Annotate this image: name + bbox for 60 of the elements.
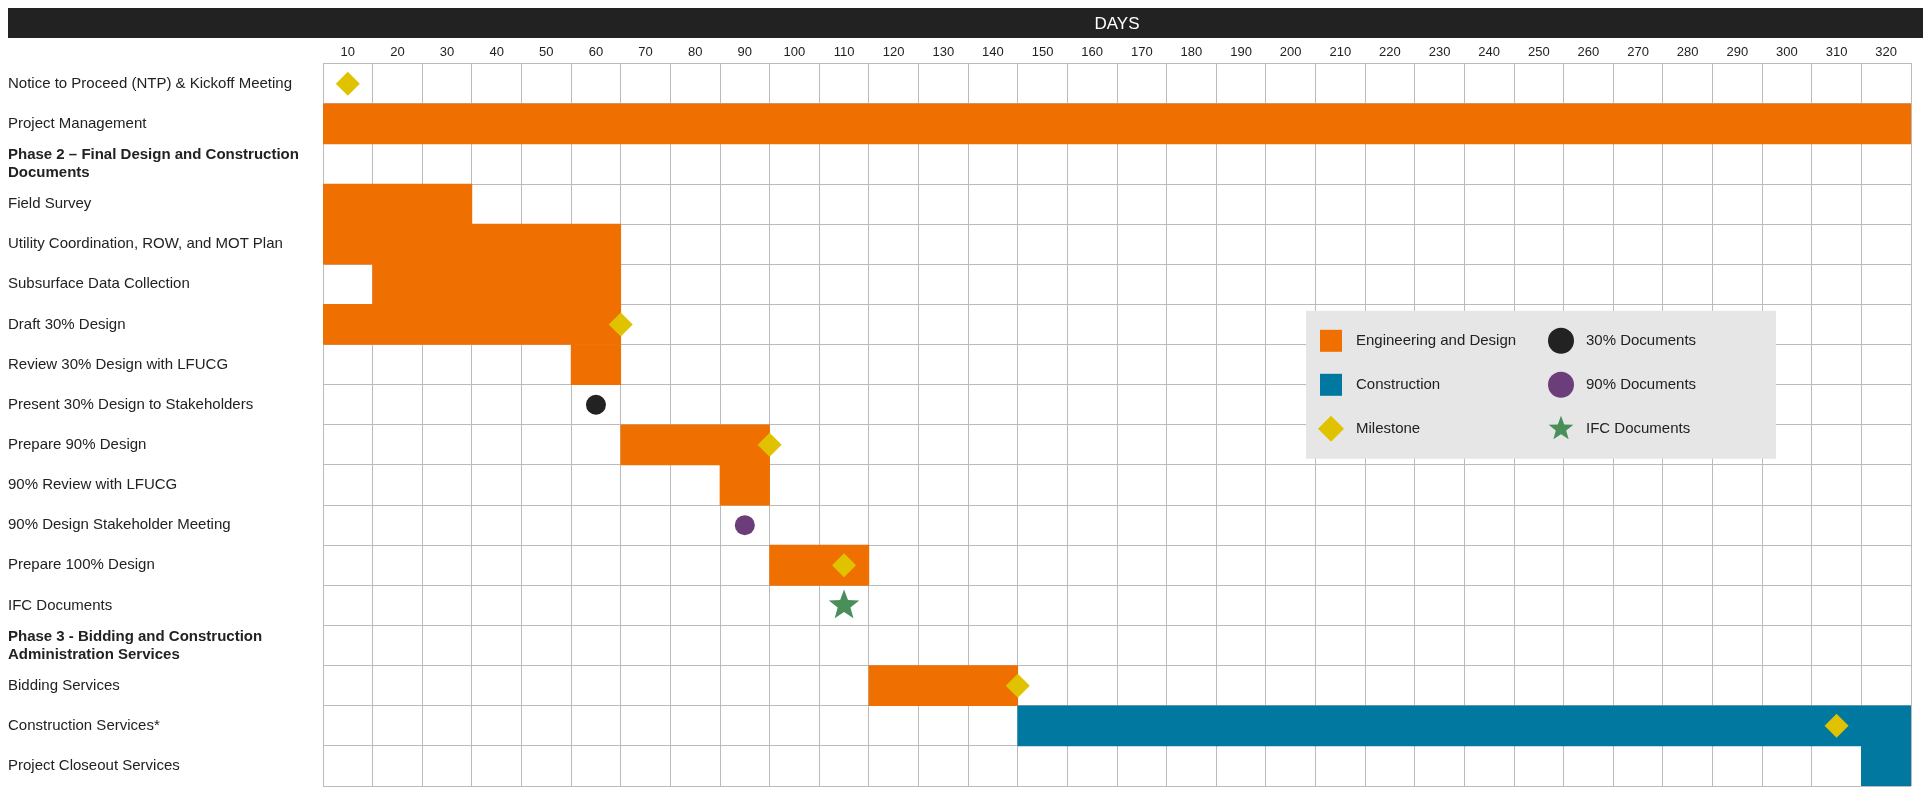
x-tick-label: 20 xyxy=(390,44,405,60)
x-tick-label: 210 xyxy=(1329,44,1352,60)
y-tick-label: IFC Documents xyxy=(8,595,113,613)
x-tick-label: 320 xyxy=(1875,44,1898,60)
legend-label: 90% Documents xyxy=(1586,374,1697,392)
x-tick-label: 250 xyxy=(1527,44,1550,60)
x-tick-label: 100 xyxy=(783,44,806,60)
x-tick-label: 70 xyxy=(638,44,653,60)
x-tick-label: 80 xyxy=(687,44,703,60)
x-tick-label: 140 xyxy=(982,44,1004,60)
x-tick-label: 190 xyxy=(1230,44,1252,60)
x-tick-label: 290 xyxy=(1726,44,1749,60)
y-tick-label: Review 30% Design with LFUCG xyxy=(8,354,229,372)
y-tick-label: Phase 2 – Final Design and Construction Documents xyxy=(8,145,299,181)
x-tick-label: 50 xyxy=(539,44,554,60)
x-tick-label: 110 xyxy=(833,44,855,60)
legend-label: Milestone xyxy=(1356,418,1421,436)
y-tick-label: Utility Coordination, ROW, and MOT Plan xyxy=(8,234,283,252)
y-tick-label: Present 30% Design to Stakeholders xyxy=(8,394,254,412)
x-tick-label: 230 xyxy=(1428,44,1451,60)
x-tick-label: 260 xyxy=(1577,44,1600,60)
y-tick-label: Prepare 90% Design xyxy=(8,435,147,453)
x-tick-label: 220 xyxy=(1379,44,1401,60)
x-tick-label: 280 xyxy=(1676,44,1699,60)
y-tick-label: 90% Review with LFUCG xyxy=(8,475,178,493)
y-tick-label: Draft 30% Design xyxy=(8,314,126,332)
y-tick-label: Bidding Services xyxy=(8,675,120,693)
x-tick-label: 300 xyxy=(1776,44,1798,60)
x-tick-label: 10 xyxy=(340,44,356,60)
y-tick-label: Subsurface Data Collection xyxy=(8,274,190,292)
x-tick-label: 170 xyxy=(1130,44,1153,60)
x-tick-label: 90 xyxy=(737,44,753,60)
y-tick-label: Project Management xyxy=(8,113,148,131)
y-tick-label: Construction Services* xyxy=(8,715,160,733)
y-tick-label: 90% Design Stakeholder Meeting xyxy=(8,515,231,533)
legend-label: 30% Documents xyxy=(1586,330,1697,348)
x-tick-label: 270 xyxy=(1627,44,1649,60)
bar xyxy=(868,665,1019,707)
x-tick-label: 160 xyxy=(1081,44,1104,60)
x-tick-label: 40 xyxy=(489,44,504,60)
x-axis-title: DAYS xyxy=(1094,13,1140,33)
bar xyxy=(323,103,1911,145)
y-tick-label: Notice to Proceed (NTP) & Kickoff Meeting xyxy=(8,73,293,91)
legend-label: Engineering and Design xyxy=(1356,330,1517,348)
x-tick-label: 200 xyxy=(1279,44,1302,60)
x-tick-label: 150 xyxy=(1031,44,1054,60)
legend-label: IFC Documents xyxy=(1586,418,1691,436)
y-tick-label: Phase 3 - Bidding and Construction Administration Services xyxy=(8,626,263,662)
legend-label: Construction xyxy=(1356,374,1441,392)
x-tick-label: 30 xyxy=(439,44,455,60)
x-tick-label: 310 xyxy=(1825,44,1848,60)
x-tick-label: 120 xyxy=(882,44,905,60)
x-tick-label: 240 xyxy=(1478,44,1501,60)
y-tick-label: Prepare 100% Design xyxy=(8,555,155,573)
x-tick-label: 60 xyxy=(588,44,604,60)
x-tick-label: 180 xyxy=(1180,44,1203,60)
x-tick-label: 130 xyxy=(932,44,955,60)
bar xyxy=(769,544,870,586)
y-tick-label: Project Closeout Services xyxy=(8,756,180,774)
y-tick-label: Field Survey xyxy=(8,194,92,212)
